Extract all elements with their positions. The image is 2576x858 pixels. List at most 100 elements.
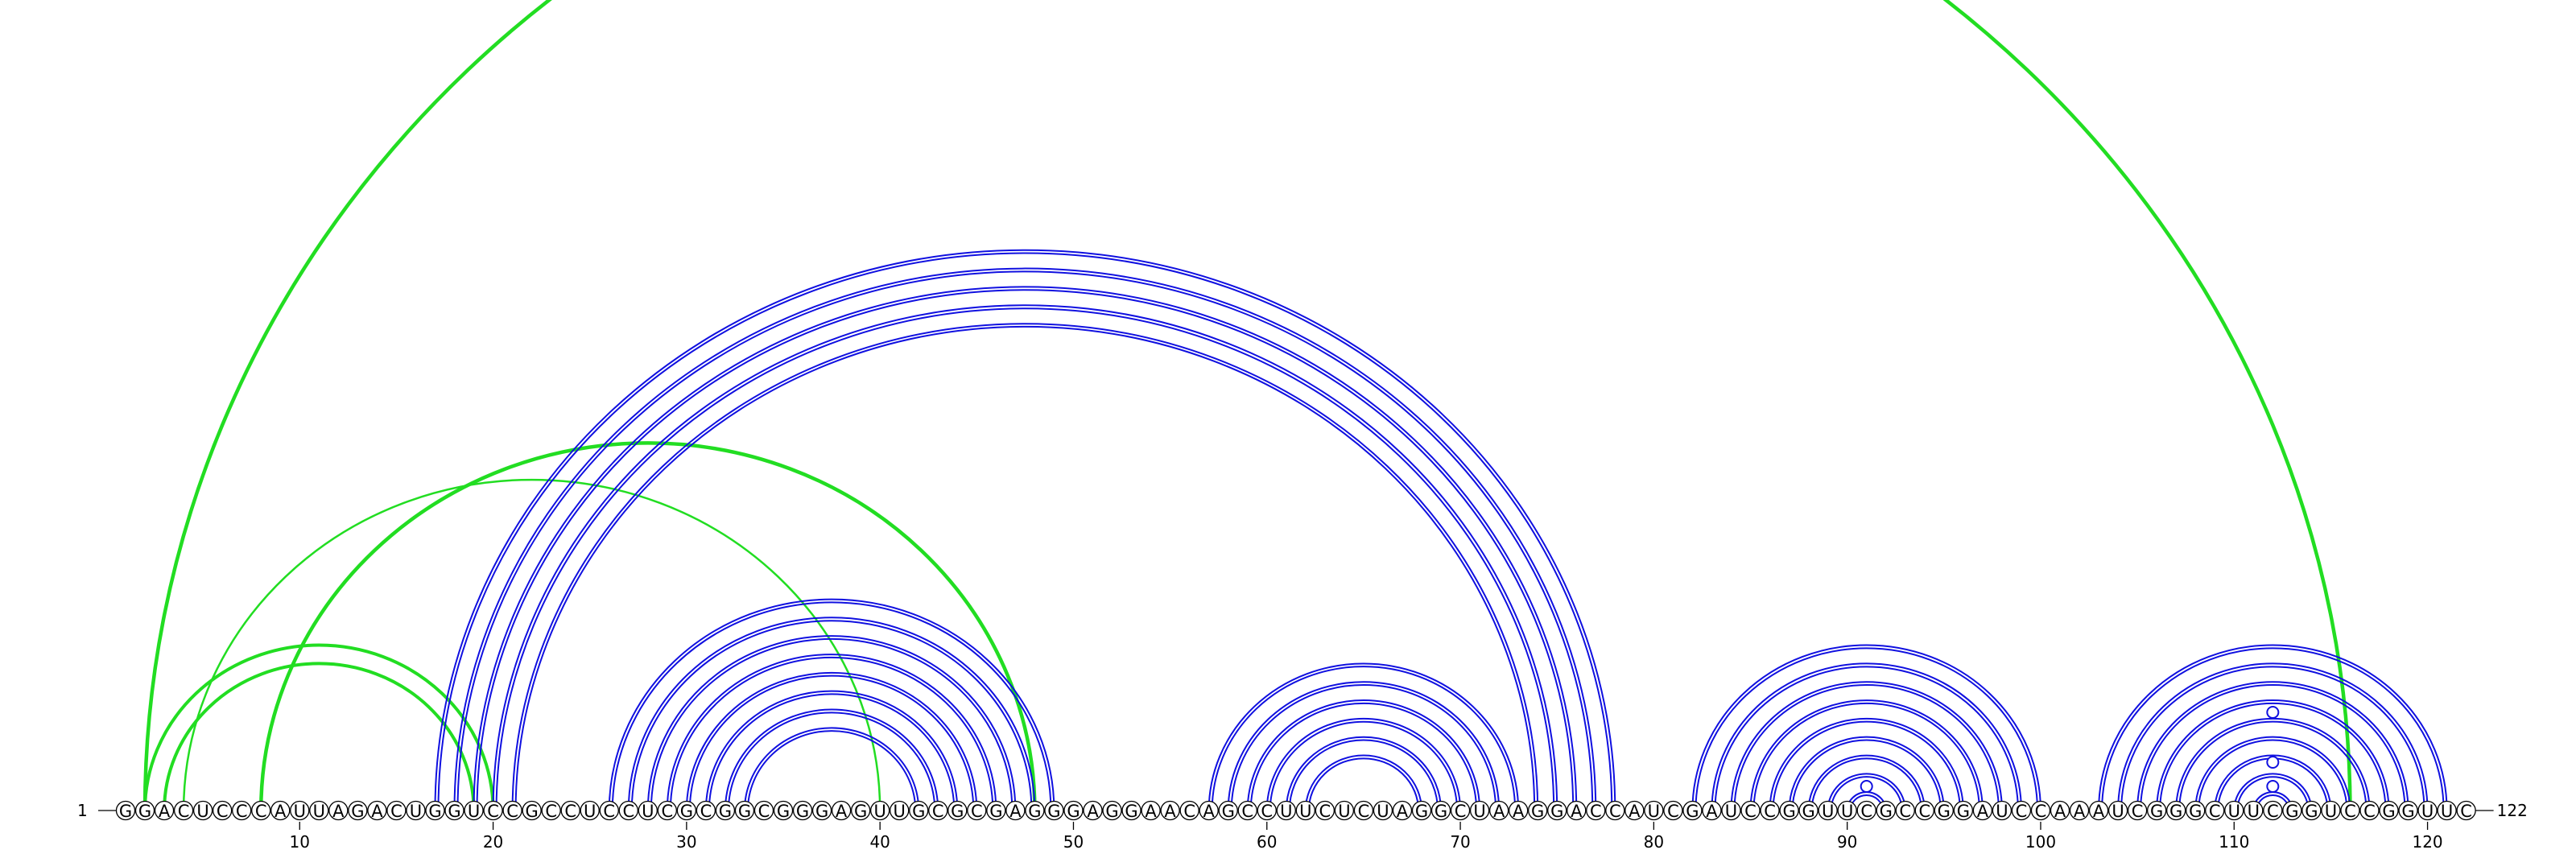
nucleotide-circle <box>1450 800 1471 821</box>
nucleotide-circle <box>1469 800 1490 821</box>
blue-pair-arc-inner <box>746 730 917 811</box>
nucleotide-letter: C <box>1667 802 1679 821</box>
nucleotide: U <box>1469 800 1490 821</box>
nucleotide-letter: C <box>1455 802 1467 821</box>
blue-pair-arc <box>1246 699 1481 811</box>
nucleotide: A <box>1005 800 1026 821</box>
blue-pair-arc-inner <box>456 270 1594 811</box>
nucleotide-circle <box>2340 800 2360 821</box>
nucleotide-circle <box>1063 800 1084 821</box>
nucleotide-circle <box>1392 800 1413 821</box>
nucleotide-circle <box>386 800 407 821</box>
nucleotide-letter: U <box>873 802 886 821</box>
nucleotide: C <box>1914 800 1934 821</box>
nucleotide: G <box>2398 800 2418 821</box>
nucleotide-letter: G <box>738 802 751 821</box>
tick-label: 40 <box>869 832 890 852</box>
nucleotide-circle <box>753 800 774 821</box>
nucleotide-circle <box>1992 800 2013 821</box>
nucleotide-letter: C <box>236 802 248 821</box>
blue-pair-arc-inner <box>1733 684 2000 811</box>
nucleotide-circle <box>967 800 987 821</box>
nucleotide-circle <box>328 800 349 821</box>
nucleotide-circle <box>1895 800 1915 821</box>
nucleotide-circle <box>1837 800 1857 821</box>
nucleotide-circle <box>1528 800 1548 821</box>
nucleotide: G <box>734 800 755 821</box>
nucleotide: A <box>1199 800 1219 821</box>
nucleotide-circle <box>2282 800 2302 821</box>
nucleotide-letter: C <box>1918 802 1930 821</box>
blue-pair-arc <box>646 635 1017 811</box>
nucleotide: G <box>676 800 697 821</box>
nucleotide: U <box>1818 800 1838 821</box>
nucleotide: C <box>232 800 252 821</box>
nucleotide-circle <box>1972 800 1993 821</box>
nucleotide: G <box>444 800 464 821</box>
nucleotide-circle <box>2224 800 2244 821</box>
nucleotide-letter: G <box>351 802 364 821</box>
nucleotide-letter: A <box>371 802 383 821</box>
blue-pair-arc-inner <box>1752 702 1980 811</box>
blue-pair-arc <box>1749 699 1984 811</box>
nucleotide-circle <box>2107 800 2128 821</box>
nucleotide-letter: G <box>1105 802 1118 821</box>
nucleotide-circle <box>2146 800 2167 821</box>
nucleotide-circle <box>811 800 832 821</box>
nucleotide: U <box>1334 800 1355 821</box>
nucleotide-circle <box>464 800 484 821</box>
nucleotide: G <box>134 800 155 821</box>
nucleotide-circle <box>2301 800 2322 821</box>
tick-label: 90 <box>1837 832 1857 852</box>
blue-pair-arc-inner <box>2140 684 2406 811</box>
nucleotide: C <box>599 800 619 821</box>
nucleotide-circle <box>1509 800 1529 821</box>
nucleotide: G <box>1218 800 1238 821</box>
nucleotide-circle <box>1663 800 1683 821</box>
nucleotide-letter: G <box>2189 802 2202 821</box>
nucleotide: U <box>1295 800 1315 821</box>
blue-pair-arc-inner <box>1714 666 2019 811</box>
nucleotide-circle <box>502 800 522 821</box>
blue-pair-arc-inner <box>1791 739 1942 811</box>
nucleotide-circle <box>947 800 968 821</box>
nucleotide-letter: G <box>2169 802 2182 821</box>
blue-pair-arc <box>1807 754 1926 811</box>
nucleotide: C <box>1663 800 1683 821</box>
nucleotide-letter: C <box>1860 802 1872 821</box>
nucleotide: U <box>2107 800 2128 821</box>
nucleotide: C <box>1895 800 1915 821</box>
nucleotide-letter: C <box>390 802 402 821</box>
blue-pair-arc-inner <box>1307 757 1420 811</box>
nucleotide-circle <box>1411 800 1432 821</box>
nucleotide: C <box>173 800 194 821</box>
nucleotide: U <box>1721 800 1741 821</box>
nucleotide-circle <box>1025 800 1045 821</box>
blue-pair-arc-inner <box>1695 647 2038 811</box>
blue-pair-arc <box>434 249 1616 811</box>
nucleotide-circle <box>1430 800 1451 821</box>
nucleotide-letter: U <box>1822 802 1834 821</box>
nucleotide-circle <box>2379 800 2399 821</box>
nucleotide-letter: G <box>119 802 132 821</box>
nucleotide: C <box>1740 800 1761 821</box>
nucleotide-letter: A <box>1087 802 1099 821</box>
nucleotide: G <box>1025 800 1045 821</box>
nucleotide: A <box>831 800 852 821</box>
blue-pair-arc <box>704 690 959 811</box>
nucleotide: C <box>1237 800 1257 821</box>
nucleotide-letter: C <box>1358 802 1370 821</box>
nucleotide: G <box>1102 800 1122 821</box>
blue-pair-arc <box>2214 754 2332 811</box>
nucleotide: A <box>1624 800 1645 821</box>
nucleotide-letter: G <box>2305 802 2318 821</box>
nucleotide: C <box>386 800 407 821</box>
nucleotide-letter: U <box>642 802 654 821</box>
blue-pair-arc-inner <box>727 712 936 811</box>
nucleotide-letter: U <box>1841 802 1853 821</box>
nucleotide: C <box>560 800 580 821</box>
nucleotide-circle <box>1605 800 1625 821</box>
nucleotide-circle <box>290 800 310 821</box>
nucleotide-letter: A <box>1493 802 1505 821</box>
